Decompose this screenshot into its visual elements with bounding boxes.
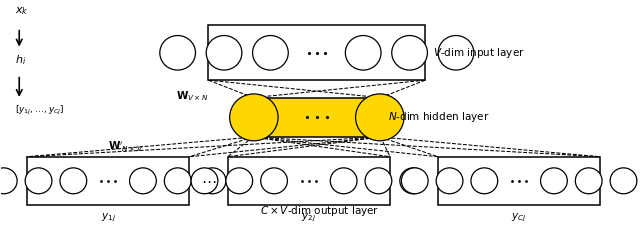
Ellipse shape xyxy=(610,168,637,194)
Ellipse shape xyxy=(346,36,381,70)
Text: $[y_{1j},\ldots,y_{Cj}]$: $[y_{1j},\ldots,y_{Cj}]$ xyxy=(15,104,65,117)
Text: $x_k$: $x_k$ xyxy=(15,5,29,17)
Text: $C \times V$-dim output layer: $C \times V$-dim output layer xyxy=(260,204,380,218)
Ellipse shape xyxy=(60,168,86,194)
Bar xyxy=(438,157,600,205)
Ellipse shape xyxy=(160,36,195,70)
Ellipse shape xyxy=(129,168,156,194)
Text: $\mathbf{W}'_{N\times V}$: $\mathbf{W}'_{N\times V}$ xyxy=(108,140,143,154)
Text: $h_i$: $h_i$ xyxy=(15,54,27,67)
Text: $y_{Cj}$: $y_{Cj}$ xyxy=(511,211,527,224)
Text: $y_{1j}$: $y_{1j}$ xyxy=(100,211,116,224)
Bar xyxy=(228,157,390,205)
Ellipse shape xyxy=(164,168,191,194)
Ellipse shape xyxy=(471,168,498,194)
Ellipse shape xyxy=(226,168,253,194)
Ellipse shape xyxy=(400,168,427,194)
Ellipse shape xyxy=(541,168,567,194)
Ellipse shape xyxy=(365,168,392,194)
Ellipse shape xyxy=(199,168,226,194)
Ellipse shape xyxy=(436,168,463,194)
Ellipse shape xyxy=(392,36,428,70)
Bar xyxy=(27,157,189,205)
Ellipse shape xyxy=(230,94,278,141)
Text: $N$-dim hidden layer: $N$-dim hidden layer xyxy=(388,110,490,124)
Ellipse shape xyxy=(330,168,357,194)
Ellipse shape xyxy=(253,36,288,70)
Bar xyxy=(209,25,425,80)
Ellipse shape xyxy=(25,168,52,194)
Bar xyxy=(253,98,381,137)
Ellipse shape xyxy=(191,168,218,194)
Ellipse shape xyxy=(206,36,242,70)
Text: $\mathbf{W}_{V\times N}$: $\mathbf{W}_{V\times N}$ xyxy=(176,90,209,104)
Ellipse shape xyxy=(401,168,428,194)
Ellipse shape xyxy=(0,168,17,194)
Ellipse shape xyxy=(438,36,474,70)
Ellipse shape xyxy=(356,94,404,141)
Ellipse shape xyxy=(575,168,602,194)
Text: $V$-dim input layer: $V$-dim input layer xyxy=(433,46,525,60)
Ellipse shape xyxy=(260,168,287,194)
Text: $y_{2j}$: $y_{2j}$ xyxy=(301,211,316,224)
Text: $\cdots$: $\cdots$ xyxy=(201,173,216,188)
